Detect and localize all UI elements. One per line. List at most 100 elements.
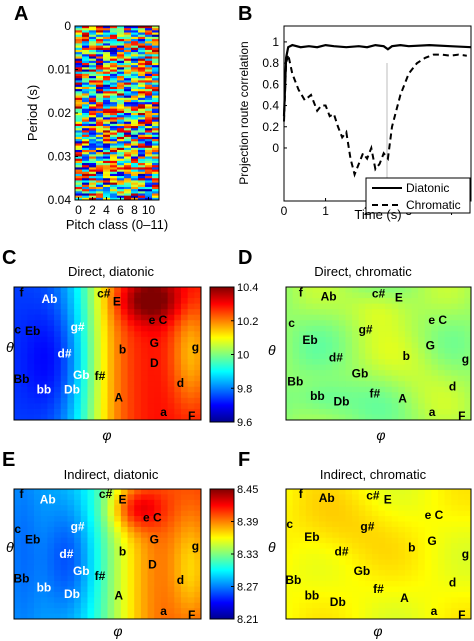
heatmap-cell [154,397,162,404]
heatmap-cell [74,381,82,388]
heatmap-cell [124,62,132,66]
heatmap-cell [437,320,445,327]
heatmap-cell [74,303,82,310]
heatmap-cell [89,56,97,59]
colorbar-tick-label: 8.45 [237,484,258,496]
heatmap-cell [110,154,118,157]
heatmap-cell [67,375,75,382]
heatmap-cell [154,559,162,566]
heatmap-cell [444,397,452,404]
heatmap-cell [398,613,406,620]
heatmap-cell [319,298,327,305]
heatmap-cell [145,52,153,55]
heatmap-cell [87,521,95,528]
heatmap-cell [131,67,139,70]
heatmap-cell [14,325,22,332]
heatmap-cell [292,543,300,549]
heatmap-cell [74,489,82,495]
heatmap-frame [285,286,472,421]
heatmap-cell [110,117,118,120]
heatmap-cell [114,359,122,365]
heatmap-cell [131,45,139,49]
heatmap-cell [319,581,327,587]
heatmap-cell [94,537,102,544]
heatmap-cell [286,342,294,349]
panel-letter-c: C [2,247,16,269]
heatmap-cell [54,303,62,310]
heatmap-cell [145,149,153,153]
heatmap-cell [451,499,459,506]
heatmap-cell [87,597,95,604]
heatmap-cell [74,331,82,338]
heatmap-cell [160,397,169,404]
heatmap-cell [444,489,452,495]
heatmap-cell [89,99,97,103]
heatmap-cell [147,364,155,371]
heatmap-cell [80,510,88,517]
heatmap-cell [338,575,346,582]
heatmap-cell [299,292,307,299]
heatmap-cell [444,559,452,566]
heatmap-cell [40,564,48,571]
heatmap-cell [103,136,111,140]
key-label: F [188,608,195,622]
heatmap-cell [75,67,83,70]
heatmap-cell [75,165,83,168]
heatmap-cell [80,521,88,528]
heatmap-cell [82,178,90,181]
heatmap-cell [404,287,412,293]
heatmap-cell [96,139,104,142]
heatmap-cell [54,392,62,399]
heatmap-cell [107,303,115,310]
heatmap-cell [127,516,135,522]
heatmap-cell [140,608,148,614]
heatmap-cell [404,397,412,404]
heatmap-cell [378,554,386,560]
heatmap-cell [89,126,97,129]
heatmap-cell [464,597,472,604]
heatmap-cell [332,364,340,371]
heatmap-cell [411,414,419,421]
heatmap-cell [54,342,62,349]
heatmap-cell [312,613,320,620]
heatmap-cell [75,41,83,44]
heatmap-cell [464,314,472,321]
heatmap-cell [94,392,102,399]
heatmap-cell [114,392,122,399]
heatmap-cell [107,364,115,371]
heatmap-cell [107,408,115,415]
heatmap-cell [358,591,366,598]
heatmap-cell [457,359,465,365]
heatmap-cell [444,403,452,410]
heatmap-cell [319,494,327,501]
heatmap-cell [114,532,122,539]
key-label: c [14,522,21,536]
key-label: G [427,534,436,548]
heatmap-cell [312,532,320,539]
heatmap-cell [167,586,175,593]
heatmap-cell [82,41,90,44]
heatmap-cell [319,554,327,560]
heatmap-cell [411,336,419,343]
heatmap-cell [358,292,366,299]
heatmap-cell [40,532,48,539]
heatmap-cell [160,381,169,388]
heatmap-cell [120,537,128,544]
heatmap-cell [120,287,128,293]
heatmap-cell [187,375,195,382]
heatmap-cell [194,526,202,533]
heatmap-cell [124,117,132,120]
heatmap-cell [114,559,122,566]
heatmap-cell [319,570,327,577]
heatmap-cell [431,403,439,410]
heatmap-cell [457,575,465,582]
heatmap-cell [160,581,169,587]
heatmap-cell [110,113,118,116]
heatmap-cell [305,336,313,343]
heatmap-cell [94,591,102,598]
heatmap-cell [398,543,406,549]
heatmap-cell [299,548,307,555]
heatmap-cell [94,526,102,533]
heatmap-cell [96,147,104,151]
heatmap-cell [147,526,155,533]
